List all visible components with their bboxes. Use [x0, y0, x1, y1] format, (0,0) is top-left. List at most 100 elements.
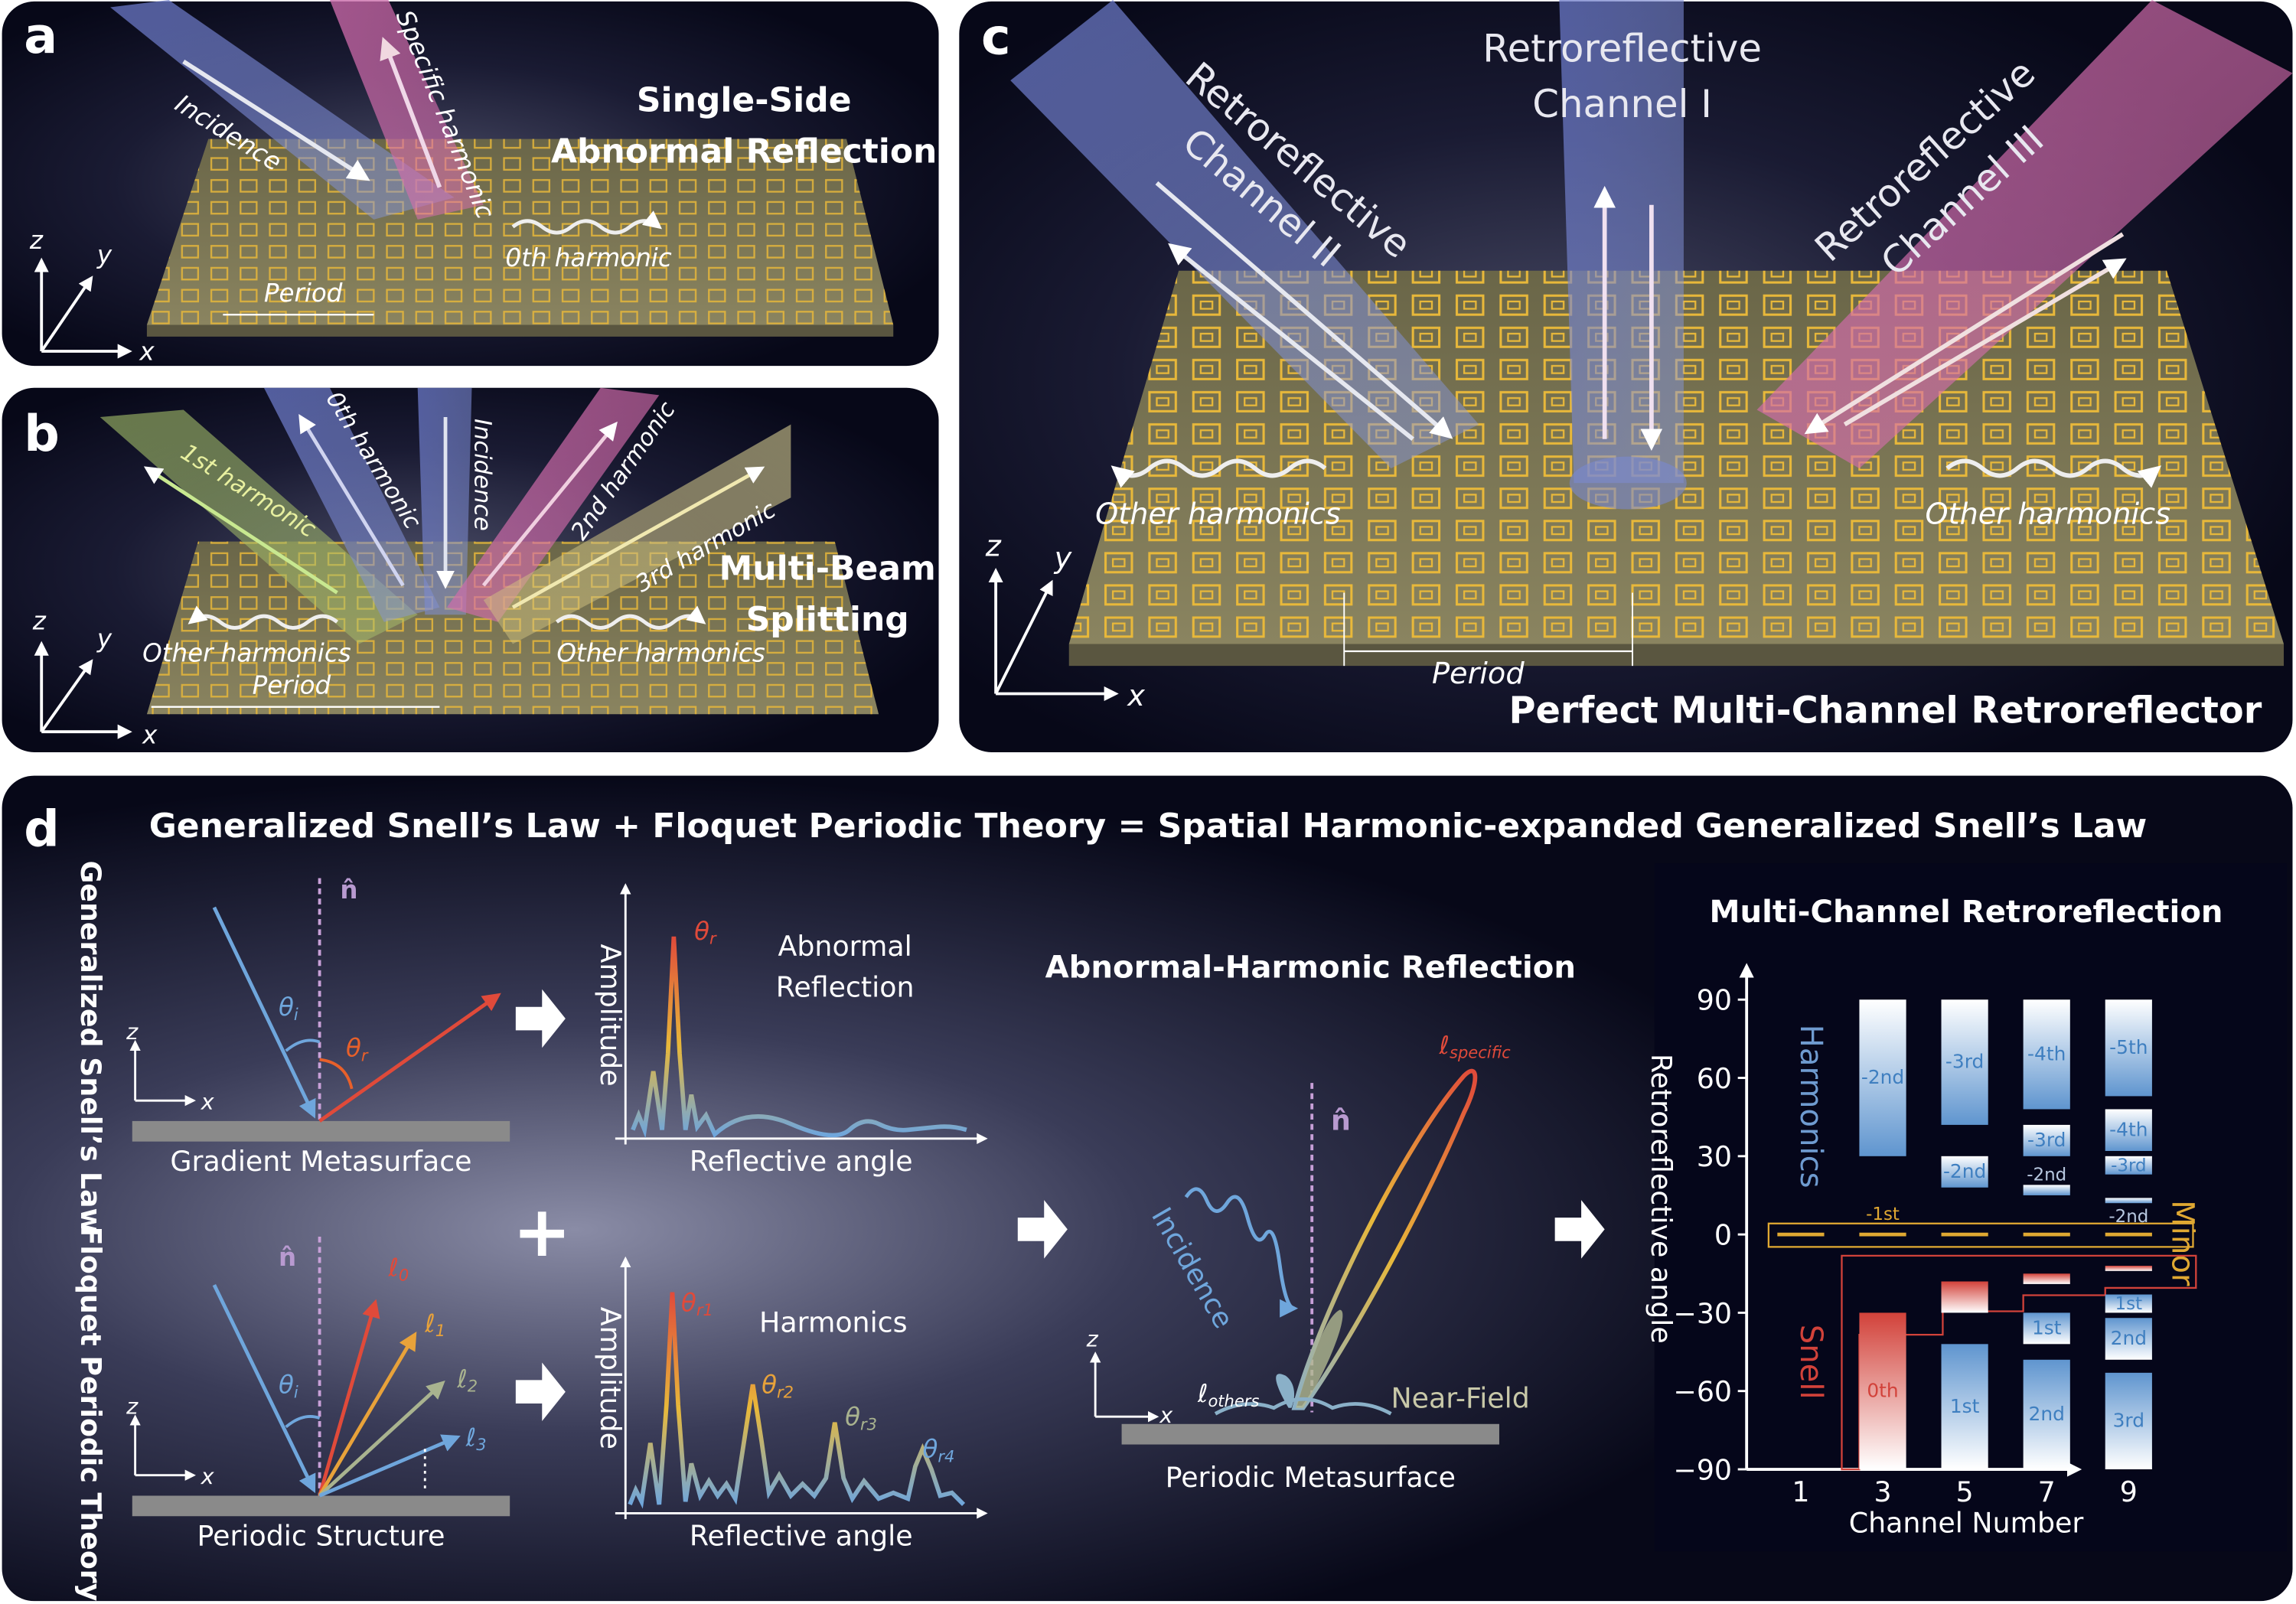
minor-box	[1767, 1222, 2194, 1248]
theta-i-label: θi	[279, 993, 298, 1024]
bar-label: 2nd	[2111, 1327, 2147, 1349]
y-tick-label: 90	[1697, 984, 1732, 1017]
arrow-right-icon	[515, 1362, 566, 1421]
amplitude-axis-label: Amplitude	[594, 1307, 627, 1449]
harmonic-bar	[2105, 1318, 2152, 1360]
abnormal-reflection-plot: θr Amplitude Reflective angle Abnormal R…	[594, 883, 988, 1178]
center-title: Abnormal-Harmonic Reflection	[1045, 950, 1576, 985]
axis-x-label: x	[201, 1463, 215, 1489]
harmonic-ray-3	[318, 1434, 461, 1498]
near-field-lobes	[1214, 1397, 1392, 1416]
specific-harmonic-beam	[329, 0, 484, 220]
bar-label: -2nd	[2108, 1207, 2148, 1227]
zeroth-harmonic-label: 0th harmonic	[505, 243, 671, 272]
panel-letter: a	[24, 8, 57, 65]
channel-2-incident-arrow	[1155, 181, 1453, 439]
amplitude-curve	[628, 1292, 966, 1509]
bar-label: -3rd	[1945, 1051, 1984, 1073]
bar-label: 1st	[1950, 1395, 1980, 1417]
ell-specific-label: ℓspecific	[1439, 1031, 1512, 1062]
ell-3-label: ℓ3	[465, 1423, 487, 1454]
axis-x-label: x	[139, 337, 155, 366]
channel-3-incident-arrow	[1804, 232, 2125, 435]
harmonic-bar	[2023, 999, 2070, 1110]
x-tick-label: 5	[1956, 1475, 1974, 1508]
channel-1-label-line2: Channel I	[1532, 82, 1712, 126]
bar-label: -5th	[2109, 1036, 2148, 1058]
panel-title: Generalized Snell’s Law + Floquet Period…	[149, 807, 2148, 846]
x-tick-label: 1	[1792, 1475, 1809, 1508]
axis-z-label: z	[29, 226, 44, 255]
harmonic-ray-1	[318, 1332, 417, 1497]
panel-title-line2: Splitting	[746, 600, 909, 639]
theta-i-label: θi	[279, 1371, 298, 1402]
gradient-metasurface-diagram: n̂ θi θr z x Gradient Metasurface	[126, 875, 510, 1178]
axis-y-label: y	[96, 624, 113, 653]
arrow-right-icon	[1017, 1200, 1068, 1259]
bar-label: 1st	[2032, 1317, 2062, 1339]
bar-label: 2nd	[2029, 1403, 2065, 1425]
abnormal-label-line1: Abnormal	[778, 930, 912, 963]
bar-label: -3rd	[2111, 1156, 2146, 1175]
near-field-label: Near-Field	[1391, 1382, 1529, 1415]
harmonic-bar	[1859, 999, 1906, 1156]
harmonic-bar	[2023, 1312, 2070, 1345]
zeroth-harmonic-wave	[511, 210, 662, 235]
abnormal-harmonic-reflection-diagram: Abnormal-Harmonic Reflection n̂ Incidenc…	[1045, 950, 1576, 1494]
axis-z-label: z	[985, 530, 1002, 564]
panel-d: d Generalized Snell’s Law + Floquet Peri…	[2, 775, 2293, 1602]
other-harmonics-wave-right	[1945, 458, 2161, 488]
harmonic-bar	[1941, 1156, 1988, 1188]
ell-1-label: ℓ1	[424, 1309, 445, 1340]
axis-z-label: z	[126, 1393, 139, 1419]
period-label: Period	[264, 279, 343, 308]
harmonic-bar	[2105, 1294, 2152, 1313]
panel-letter: b	[24, 406, 60, 463]
amplitude-axis-label: Amplitude	[594, 944, 627, 1087]
axes-triad: z y x	[32, 606, 158, 749]
harmonics-plot: θr1 θr2 θr3 θr4 Amplitude Reflective ang…	[594, 1256, 988, 1553]
second-harmonic-arrow	[481, 421, 618, 587]
bar-label: -4th	[2027, 1042, 2066, 1064]
other-harmonics-right-label: Other harmonics	[1925, 498, 2170, 532]
harmonic-bar	[2023, 1124, 2070, 1156]
axis-z-label: z	[1086, 1325, 1099, 1351]
ell-2-label: ℓ2	[456, 1364, 478, 1396]
theta-r4-label: θr4	[922, 1435, 954, 1466]
reflected-ray	[318, 993, 501, 1123]
harmonics-label: Harmonics	[759, 1306, 908, 1338]
panel-a: a Single-Side Abnormal Reflection Incide…	[2, 0, 939, 366]
bar-label: 1st	[2115, 1294, 2143, 1314]
incidence-label: Incidence	[468, 419, 495, 531]
y-tick-label: −60	[1673, 1375, 1732, 1408]
bar-label: -2nd	[2027, 1166, 2066, 1185]
incidence-angle-arc	[285, 1038, 321, 1052]
periodic-structure-caption: Periodic Structure	[197, 1520, 445, 1553]
axis-y-label: y	[96, 240, 113, 269]
y-tick-label: 30	[1697, 1140, 1732, 1173]
chart-marks: 90 60 30 0 −30 −60 −90 1 3 5 7 9 -1st -2nd 0th -3rd -2nd…	[1673, 984, 2152, 1508]
bar-label: -2nd	[1943, 1160, 1986, 1182]
bar-label: -3rd	[2027, 1129, 2066, 1151]
harmonic-ray-2	[318, 1380, 445, 1498]
other-harmonics-left-label: Other harmonics	[1095, 498, 1341, 532]
incidence-wave	[1184, 1187, 1299, 1318]
plus-icon: +	[513, 1191, 572, 1273]
harmonic-bar	[2023, 1185, 2070, 1195]
chart-title: Multi-Channel Retroreflection	[1710, 895, 2223, 930]
snell-group-label: Snell	[1793, 1325, 1828, 1400]
incident-ray	[212, 906, 316, 1119]
channel-3-beam	[1756, 0, 2293, 468]
reflective-angle-axis-label: Reflective angle	[690, 1145, 913, 1178]
other-harmonics-left-label: Other harmonics	[142, 638, 351, 667]
abnormal-label-line2: Reflection	[776, 970, 915, 1003]
y-axis-label: Retroreflective angle	[1645, 1054, 1678, 1344]
harmonic-arrow	[380, 37, 442, 188]
harmonic-bar	[2105, 1109, 2152, 1152]
minor-group-label: Minor	[2165, 1200, 2200, 1286]
y-tick-label: −90	[1673, 1453, 1732, 1486]
arrow-right-icon	[515, 989, 566, 1048]
panel-title-line2: Abnormal Reflection	[551, 132, 937, 171]
reflective-angle-axis-label: Reflective angle	[690, 1520, 913, 1553]
panel-letter: d	[24, 800, 60, 858]
